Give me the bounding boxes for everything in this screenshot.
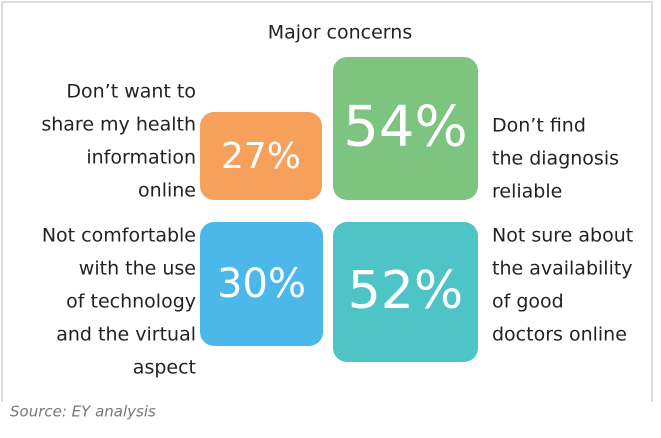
concern-label: doctors online bbox=[492, 324, 627, 346]
concern-label: Don’t want to bbox=[66, 81, 196, 103]
tile bbox=[333, 57, 478, 200]
concern-label: Not comfortable bbox=[42, 225, 196, 247]
concern-label: of good bbox=[492, 291, 564, 313]
concern-label: reliable bbox=[492, 181, 562, 203]
concern-label: the availability bbox=[492, 258, 633, 280]
concern-label: the diagnosis bbox=[492, 148, 619, 170]
percent: 52% bbox=[348, 261, 464, 321]
tile bbox=[200, 222, 323, 346]
concern-label: online bbox=[138, 180, 196, 202]
concern-label: of technology bbox=[66, 291, 196, 313]
tile bbox=[200, 112, 322, 200]
title: Major concerns bbox=[268, 22, 412, 44]
concern-label: Not sure about bbox=[492, 225, 633, 247]
concern-label: with the use bbox=[79, 258, 196, 280]
concern-label: share my health bbox=[41, 114, 196, 136]
concern-label: Don’t find bbox=[492, 115, 586, 137]
tile bbox=[333, 222, 478, 362]
source: Source: EY analysis bbox=[10, 403, 156, 421]
percent: 54% bbox=[343, 95, 467, 160]
percent: 30% bbox=[217, 261, 306, 307]
concern-label: and the virtual bbox=[56, 324, 196, 346]
percent: 27% bbox=[221, 136, 301, 177]
concern-label: information bbox=[86, 147, 196, 169]
concern-label: aspect bbox=[133, 357, 196, 379]
frame bbox=[1, 1, 653, 402]
